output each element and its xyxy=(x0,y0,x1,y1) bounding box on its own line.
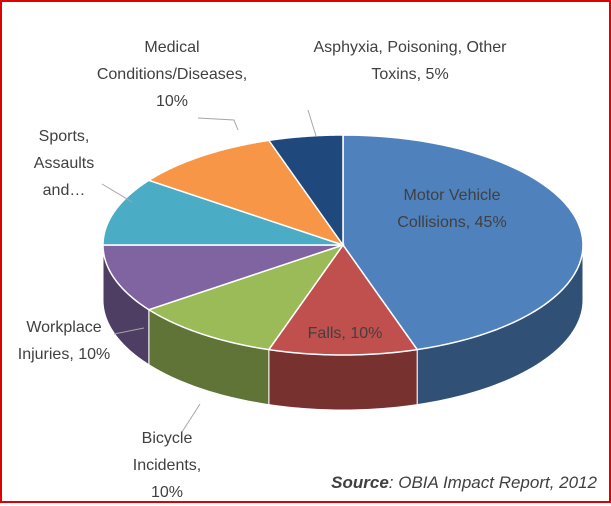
slice xyxy=(342,134,584,351)
data-label: Medical Conditions/Diseases, 10% xyxy=(96,39,248,110)
leader-line xyxy=(181,403,201,433)
data-label: Motor Vehicle Collisions, 45% xyxy=(397,187,507,231)
slice xyxy=(147,139,345,247)
slice-side xyxy=(268,349,418,411)
source-text: : OBIA Impact Report, 2012 xyxy=(388,473,597,492)
data-label: Bicycle Incidents, 10% xyxy=(132,430,202,501)
slice xyxy=(147,243,345,351)
chart xyxy=(101,109,584,433)
leader-line xyxy=(101,183,133,203)
source-label: Source xyxy=(331,473,389,492)
slice xyxy=(267,243,419,356)
data-label: Sports, Assaults and… xyxy=(33,128,95,199)
slice xyxy=(102,179,344,246)
data-label: Workplace Injuries, 10% xyxy=(17,319,111,363)
data-label: Falls, 10% xyxy=(307,325,383,342)
source-note: Source: OBIA Impact Report, 2012 xyxy=(331,473,597,493)
leader-line xyxy=(197,117,239,131)
leader-line xyxy=(113,327,145,335)
data-label: Asphyxia, Poisoning, Other Toxins, 5% xyxy=(313,39,507,83)
slice xyxy=(102,244,344,311)
leader-line xyxy=(307,109,317,137)
slice xyxy=(267,134,344,248)
